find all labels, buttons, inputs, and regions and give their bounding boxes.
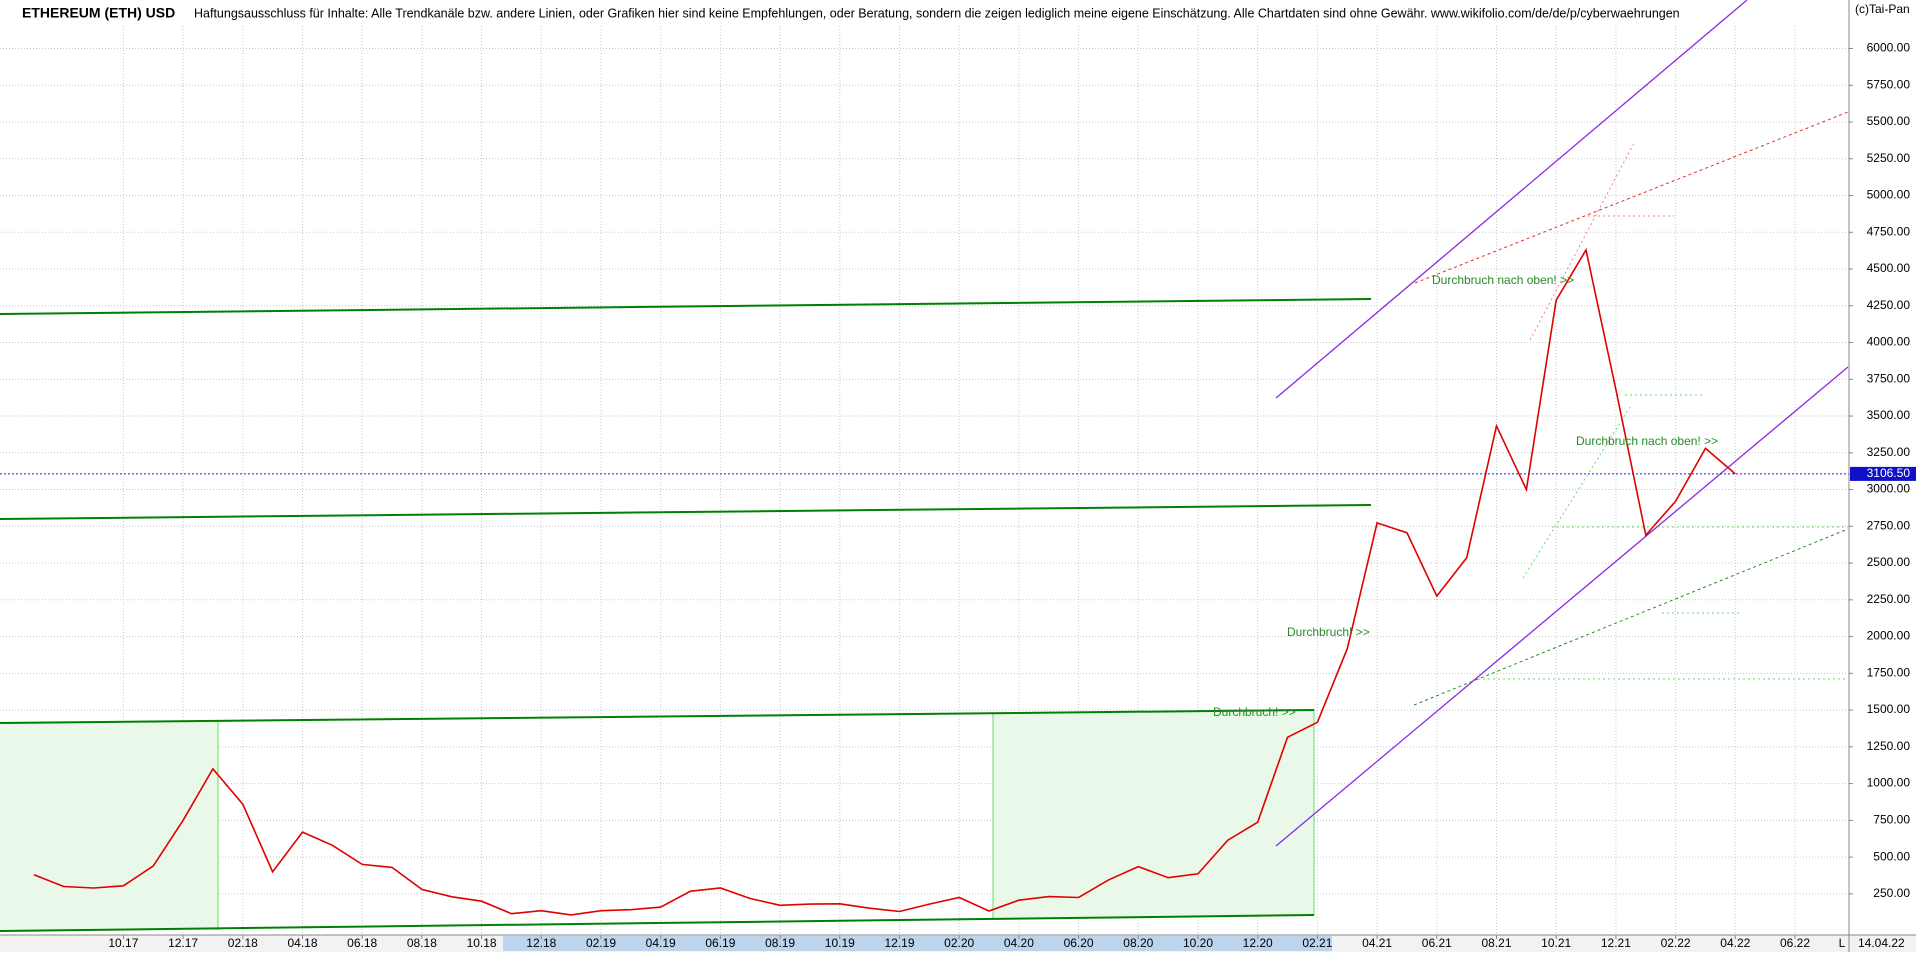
x-axis-highlight xyxy=(503,936,1332,951)
y-tick-label: 4500.00 xyxy=(1867,261,1911,275)
x-tick-label: 08.20 xyxy=(1123,936,1153,950)
x-tick-label: 02.22 xyxy=(1661,936,1691,950)
axes: 250.00 500.00 750.00 1000.00 1250.00 1500.00 1… xyxy=(108,41,1916,950)
annotation: Durchbruch! >> xyxy=(1287,625,1370,639)
trend-line xyxy=(1275,366,1849,847)
x-tick-label: 06.18 xyxy=(347,936,377,950)
y-tick-label: 1500.00 xyxy=(1867,702,1911,716)
x-tick-label: 02.21 xyxy=(1302,936,1332,950)
trend-line xyxy=(1413,528,1849,706)
channel-line xyxy=(0,914,1315,932)
y-tick-label: 3750.00 xyxy=(1867,371,1911,385)
x-tick-label: 04.20 xyxy=(1004,936,1034,950)
x-tick-label: 02.19 xyxy=(586,936,616,950)
chart-title: ETHEREUM (ETH) USD xyxy=(22,5,175,21)
annotations: Durchbruch nach oben! >> Durchbruch nach… xyxy=(1213,273,1718,719)
x-tick-label: 08.21 xyxy=(1481,936,1511,950)
annotation: Durchbruch nach oben! >> xyxy=(1576,434,1718,448)
zone xyxy=(0,721,218,931)
y-tick-label: 1750.00 xyxy=(1867,665,1911,679)
x-tick-label: 04.19 xyxy=(646,936,676,950)
x-tick-label: 06.21 xyxy=(1422,936,1452,950)
y-tick-label: 1000.00 xyxy=(1867,776,1911,790)
y-tick-label: 1250.00 xyxy=(1867,739,1911,753)
y-tick-label: 4000.00 xyxy=(1867,335,1911,349)
channel-lines xyxy=(0,298,1372,932)
header-bg xyxy=(0,0,1700,26)
grid xyxy=(0,26,1849,935)
channel-line xyxy=(0,709,1315,724)
y-tick-label: 2750.00 xyxy=(1867,518,1911,532)
trend-line xyxy=(1522,406,1631,579)
plot xyxy=(0,247,1849,916)
y-tick-label: 2500.00 xyxy=(1867,555,1911,569)
zone xyxy=(993,710,1314,918)
y-tick-label: 5250.00 xyxy=(1867,151,1911,165)
x-tick-label: 02.18 xyxy=(228,936,258,950)
y-tick-label: 500.00 xyxy=(1873,849,1910,863)
x-tick-label: 12.18 xyxy=(526,936,556,950)
y-tick-label: 6000.00 xyxy=(1867,41,1911,55)
y-tick-label: 5500.00 xyxy=(1867,114,1911,128)
y-tick-label: 2250.00 xyxy=(1867,592,1911,606)
last-price-label: 3106.50 xyxy=(1867,466,1911,480)
annotation: Durchbruch! >> xyxy=(1213,705,1296,719)
copyright: (c)Tai-Pan xyxy=(1855,2,1910,16)
y-tick-label: 4750.00 xyxy=(1867,224,1911,238)
x-tick-label: 04.22 xyxy=(1720,936,1750,950)
x-tick-label: 10.19 xyxy=(825,936,855,950)
x-tick-label: 06.22 xyxy=(1780,936,1810,950)
x-tick-label: 10.18 xyxy=(467,936,497,950)
y-tick-label: 750.00 xyxy=(1873,813,1910,827)
y-tick-label: 3500.00 xyxy=(1867,408,1911,422)
x-tick-label: 02.20 xyxy=(944,936,974,950)
disclaimer: Haftungsausschluss für Inhalte: Alle Tre… xyxy=(194,6,1680,20)
y-tick-label: 2000.00 xyxy=(1867,629,1911,643)
x-tick-label: 06.19 xyxy=(705,936,735,950)
axis-marker: L xyxy=(1839,936,1846,950)
y-tick-label: 3000.00 xyxy=(1867,482,1911,496)
x-tick-label: 04.18 xyxy=(287,936,317,950)
y-tick-label: 5750.00 xyxy=(1867,77,1911,91)
channel-line xyxy=(0,298,1372,315)
x-tick-label: 10.21 xyxy=(1541,936,1571,950)
trend-line xyxy=(1275,0,1748,399)
x-tick-label: 12.21 xyxy=(1601,936,1631,950)
x-tick-label: 10.17 xyxy=(108,936,138,950)
last-date: 14.04.22 xyxy=(1858,936,1905,950)
x-tick-label: 12.20 xyxy=(1243,936,1273,950)
x-tick-label: 08.19 xyxy=(765,936,795,950)
price-line xyxy=(33,247,1736,916)
x-tick-label: 10.20 xyxy=(1183,936,1213,950)
annotation: Durchbruch nach oben! >> xyxy=(1432,273,1574,287)
x-tick-label: 12.19 xyxy=(884,936,914,950)
y-tick-label: 5000.00 xyxy=(1867,188,1911,202)
y-tick-label: 250.00 xyxy=(1873,886,1910,900)
x-tick-label: 04.21 xyxy=(1362,936,1392,950)
channel-line xyxy=(0,504,1372,520)
last-price-box xyxy=(1850,466,1916,481)
y-tick-label: 4250.00 xyxy=(1867,298,1911,312)
y-tick-label: 3250.00 xyxy=(1867,445,1911,459)
trend-line xyxy=(1529,142,1635,341)
x-tick-label: 06.20 xyxy=(1064,936,1094,950)
x-tick-label: 12.17 xyxy=(168,936,198,950)
x-tick-label: 08.18 xyxy=(407,936,437,950)
